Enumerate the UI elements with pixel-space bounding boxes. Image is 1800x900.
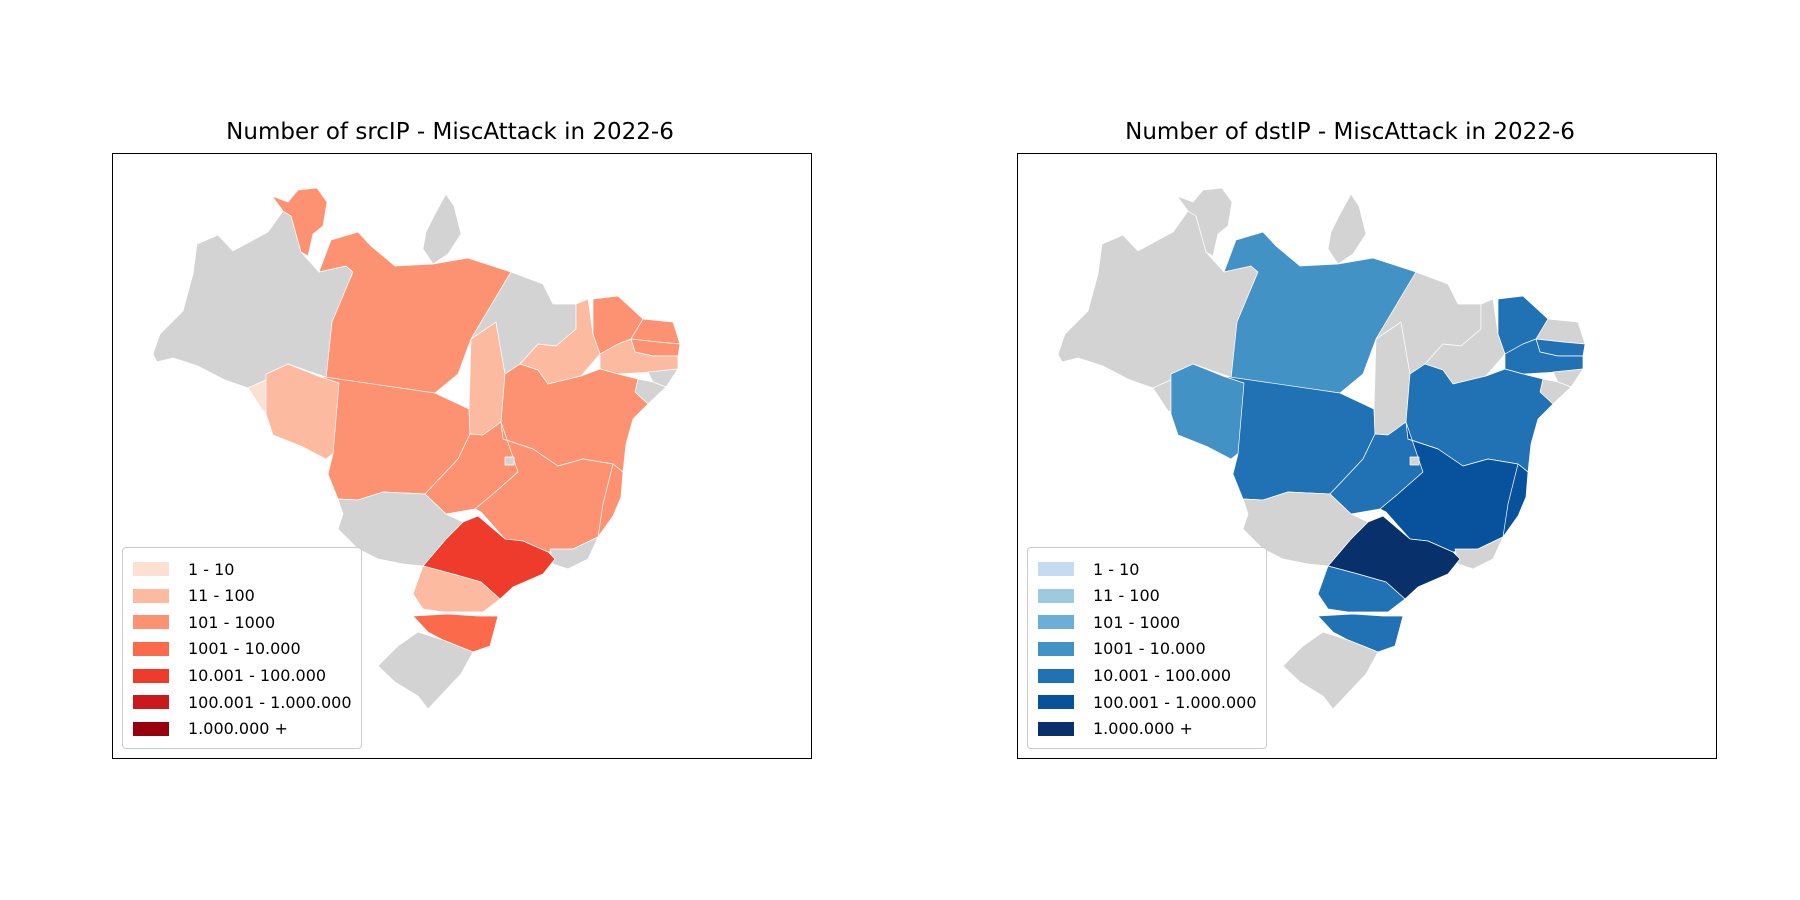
state-sc	[1317, 613, 1404, 653]
legend-item: 1 - 10	[1038, 556, 1256, 583]
legend-label: 1001 - 10.000	[1093, 639, 1206, 659]
legend-item: 1001 - 10.000	[1038, 636, 1256, 663]
legend-label: 10.001 - 100.000	[1093, 666, 1232, 686]
legend-label: 1.000.000 +	[1093, 719, 1193, 739]
state-ap	[422, 193, 462, 265]
legend-label: 1 - 10	[188, 559, 235, 579]
legend-swatch	[133, 562, 169, 577]
state-am	[152, 210, 354, 389]
brazil-map	[1057, 187, 1586, 710]
map-frame: 1 - 10 11 - 100 101 - 1000 1001 - 10.000…	[112, 153, 812, 759]
state-es	[1502, 463, 1529, 538]
map-title: Number of dstIP - MiscAttack in 2022-6	[1125, 119, 1575, 145]
map-panel-src: Number of srcIP - MiscAttack in 2022-6 1…	[112, 119, 812, 759]
legend-swatch	[1038, 562, 1074, 577]
legend-swatch	[1038, 721, 1074, 736]
legend-label: 1 - 10	[1093, 559, 1140, 579]
state-es	[597, 463, 624, 538]
legend-item: 10.001 - 100.000	[1038, 662, 1256, 689]
map-legend: 1 - 10 11 - 100 101 - 1000 1001 - 10.000…	[1027, 546, 1267, 749]
legend-swatch	[133, 615, 169, 630]
legend-label: 100.001 - 1.000.000	[188, 692, 352, 712]
legend-item: 101 - 1000	[1038, 609, 1256, 636]
legend-swatch	[1038, 668, 1074, 683]
legend-swatch	[133, 668, 169, 683]
legend-item: 100.001 - 1.000.000	[133, 689, 352, 716]
legend-swatch	[133, 695, 169, 710]
legend-label: 11 - 100	[1093, 586, 1160, 606]
legend-swatch	[1038, 588, 1074, 603]
state-pr	[412, 565, 501, 613]
state-am	[1057, 210, 1259, 389]
state-pr	[1317, 565, 1406, 613]
map-panel-dst: Number of dstIP - MiscAttack in 2022-6 1…	[900, 0, 1800, 900]
state-sc	[412, 613, 499, 653]
state-rj	[1454, 536, 1504, 570]
legend-item: 1001 - 10.000	[133, 636, 351, 663]
state-df	[504, 456, 515, 466]
legend-swatch	[1038, 615, 1074, 630]
state-rr	[1176, 187, 1233, 257]
legend-swatch	[1038, 695, 1074, 710]
legend-swatch	[133, 641, 169, 656]
state-rr	[271, 187, 328, 257]
legend-label: 1001 - 10.000	[188, 639, 301, 659]
state-ms	[1242, 491, 1369, 567]
legend-item: 1 - 10	[133, 556, 351, 583]
state-ms	[337, 491, 464, 567]
map-legend: 1 - 10 11 - 100 101 - 1000 1001 - 10.000…	[122, 546, 362, 749]
legend-item: 11 - 100	[1038, 582, 1256, 609]
state-rs	[377, 631, 474, 710]
legend-swatch	[133, 721, 169, 736]
legend-swatch	[1038, 641, 1074, 656]
state-rj	[549, 536, 599, 570]
legend-item: 10.001 - 100.000	[133, 662, 351, 689]
map-frame: 1 - 10 11 - 100 101 - 1000 1001 - 10.000…	[1017, 153, 1717, 759]
legend-label: 10.001 - 100.000	[188, 666, 327, 686]
state-ap	[1327, 193, 1367, 265]
legend-item: 101 - 1000	[133, 609, 351, 636]
legend-label: 1.000.000 +	[188, 719, 288, 739]
legend-item: 11 - 100	[133, 582, 351, 609]
state-rs	[1282, 631, 1379, 710]
state-df	[1409, 456, 1420, 466]
legend-label: 101 - 1000	[1093, 612, 1181, 632]
brazil-map	[152, 187, 681, 710]
legend-label: 101 - 1000	[188, 612, 276, 632]
legend-label: 11 - 100	[188, 586, 255, 606]
legend-item: 1.000.000 +	[133, 715, 351, 742]
legend-item: 100.001 - 1.000.000	[1038, 689, 1257, 716]
map-title: Number of srcIP - MiscAttack in 2022-6	[226, 119, 674, 145]
legend-label: 100.001 - 1.000.000	[1093, 692, 1257, 712]
legend-item: 1.000.000 +	[1038, 715, 1256, 742]
legend-swatch	[133, 588, 169, 603]
